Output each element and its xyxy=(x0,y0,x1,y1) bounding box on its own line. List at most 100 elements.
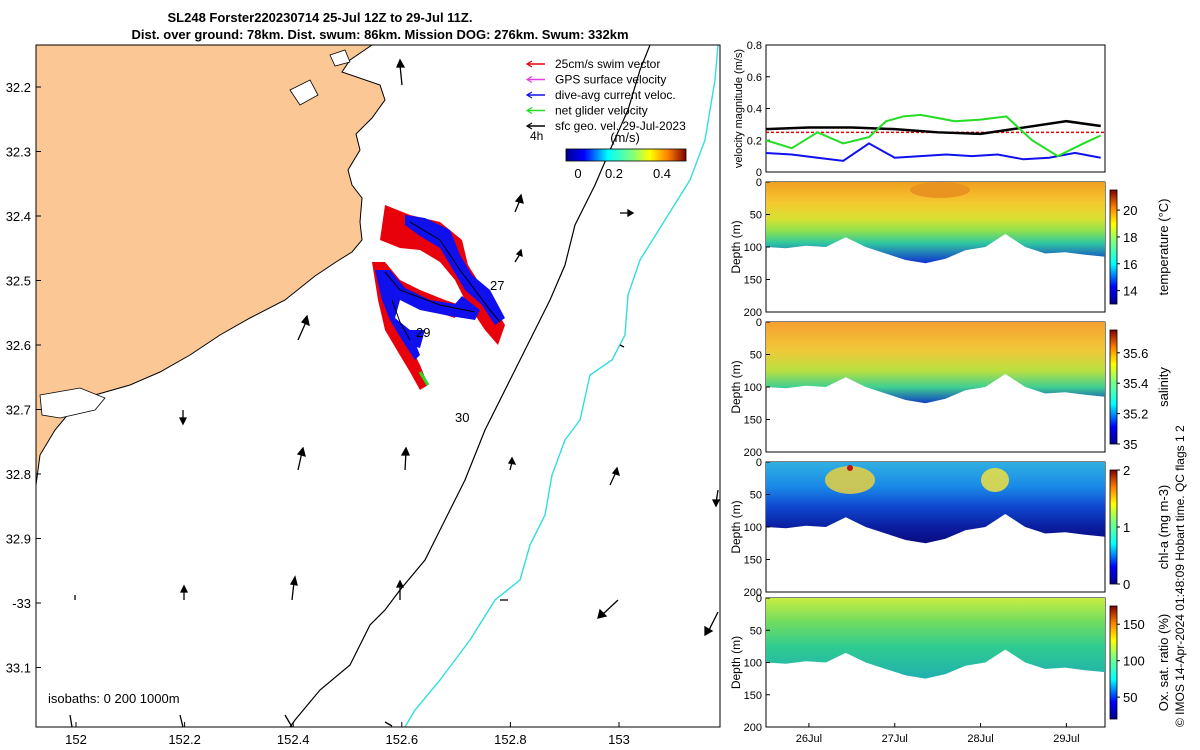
salinity-cbtick-label-2: 35.4 xyxy=(1123,376,1148,391)
chla-ytick-label-1: 50 xyxy=(750,490,762,502)
map-axis-ticks: 152 152.2 152.4 152.6 152.8 153 32.2 32.3 32.4 32… xyxy=(6,80,630,747)
chla-ytick-label-0: 0 xyxy=(756,457,762,469)
chla-cblabel: chl-a (mg m-3) xyxy=(1156,485,1171,570)
oxygen-ytick-label-4: 200 xyxy=(744,722,762,734)
temperature-ytick-label-1: 50 xyxy=(750,210,762,222)
chla-ytick-label-3: 150 xyxy=(744,555,762,567)
salinity-ytick-label-3: 150 xyxy=(744,415,762,427)
date-axis: 26Jul 27Jul 28Jul 29Jul xyxy=(796,723,1080,745)
chla-cbtick-label-2: 2 xyxy=(1123,463,1130,478)
salinity-cbtick-label-1: 35.2 xyxy=(1123,407,1148,422)
side-caption: © IMOS 14-Apr-2024 01:48:09 Hobart time.… xyxy=(1173,425,1187,727)
chla-cbtick-label-1: 1 xyxy=(1123,520,1130,535)
legend-label-4: sfc geo. vel. 29-Jul-2023 xyxy=(555,119,686,133)
title-line-1: SL248 Forster220230714 25-Jul 12Z to 29-… xyxy=(168,10,473,25)
temperature-ytick-label-2: 100 xyxy=(744,242,762,254)
velocity-ytick-label-2: 0.4 xyxy=(747,104,762,116)
lat-tick-label-3: 32.5 xyxy=(6,274,31,289)
chla-ytick-label-4: 200 xyxy=(744,587,762,599)
oxygen-ytick-label-0: 0 xyxy=(756,593,762,605)
velocity-ytick-label-4: 0.8 xyxy=(747,40,762,52)
temperature-ytick-label-3: 150 xyxy=(744,275,762,287)
salinity-cbtick-label-3: 35.6 xyxy=(1123,346,1148,361)
temperature-ytick-label-4: 200 xyxy=(744,307,762,319)
salinity-profile-field xyxy=(766,322,1105,404)
speed-colorbar-tick-1: 0.2 xyxy=(605,166,623,181)
oxygen-cbtick-label-1: 100 xyxy=(1123,654,1145,669)
legend-arrowhead-1 xyxy=(525,75,533,84)
legend-arrowhead-0 xyxy=(525,60,533,68)
chla-panel: 0 50 100 150 200 Depth (m) 0 1 2 chl-a (mg m-3) xyxy=(729,457,1171,599)
salinity-cbtick-label-0: 35 xyxy=(1123,437,1137,452)
date-tick-label-2: 28Jul xyxy=(967,733,993,745)
lon-tick-label-5: 153 xyxy=(608,732,630,747)
legend-4h: 4h xyxy=(530,129,543,143)
legend-label-1: GPS surface velocity xyxy=(555,73,666,87)
chla-colorbar xyxy=(1109,469,1118,585)
lon-tick-label-0: 152 xyxy=(65,732,87,747)
chla-ytick-label-2: 100 xyxy=(744,522,762,534)
lat-tick-label-5: 32.7 xyxy=(6,403,31,418)
colorbar-unit: (m/s) xyxy=(610,130,640,145)
salinity-ytick-label-0: 0 xyxy=(756,317,762,329)
lon-tick-label-1: 152.2 xyxy=(168,732,201,747)
sfc-geo-vel-arrows xyxy=(69,58,720,727)
title-line-2: Dist. over ground: 78km. Dist. swum: 86k… xyxy=(131,27,628,42)
temperature-ylabel: Depth (m) xyxy=(729,220,743,273)
speed-colorbar-tick-2: 0.4 xyxy=(653,166,671,181)
velocity-ytick-label-3: 0.6 xyxy=(747,72,762,84)
map-legend: 25cm/s swim vector GPS surface velocitydi… xyxy=(525,57,686,133)
legend-label-3: net glider velocity xyxy=(555,104,648,118)
isobaths-label: isobaths: 0 200 1000m xyxy=(48,691,180,706)
salinity-ytick-label-1: 50 xyxy=(750,350,762,362)
legend-label-2: dive-avg current veloc. xyxy=(555,88,676,102)
salinity-ylabel: Depth (m) xyxy=(729,360,743,413)
lat-tick-label-1: 32.3 xyxy=(6,145,31,160)
velocity-series-2 xyxy=(765,113,1102,158)
lat-tick-label-8: -33 xyxy=(12,596,31,611)
velocity-ytick-label-1: 0.2 xyxy=(747,135,762,147)
estuary-lakes xyxy=(39,49,351,419)
oxygen-panel: 0 50 100 150 200 Depth (m) 50 100 150 Ox. sat. ra… xyxy=(729,593,1171,734)
lat-tick-label-9: 33.1 xyxy=(6,661,31,676)
oxygen-ytick-label-2: 100 xyxy=(744,658,762,670)
lat-tick-label-4: 32.6 xyxy=(6,338,31,353)
oxygen-ylabel: Depth (m) xyxy=(729,636,743,689)
legend-label-0: 25cm/s swim vector xyxy=(555,57,660,71)
chla-cbtick-label-0: 0 xyxy=(1123,577,1130,592)
temperature-warm-patch xyxy=(910,182,970,198)
date-tick-label-1: 27Jul xyxy=(882,733,908,745)
temperature-ytick-label-0: 0 xyxy=(756,177,762,189)
temperature-cbtick-label-1: 16 xyxy=(1123,257,1137,272)
day-label-30: 30 xyxy=(455,410,469,425)
temperature-cblabel: temperature (°C) xyxy=(1156,199,1171,296)
salinity-ytick-label-4: 200 xyxy=(744,447,762,459)
temperature-profile-field xyxy=(766,182,1105,264)
speed-colorbar-ticks: 0 0.2 0.4 xyxy=(574,166,671,181)
oxygen-profile-field xyxy=(766,598,1105,679)
lat-tick-label-6: 32.8 xyxy=(6,467,31,482)
temperature-panel: 0 50 100 150 200 Depth (m) 14 16 18 20 temperature… xyxy=(729,177,1171,319)
speed-colorbar-tick-0: 0 xyxy=(574,166,581,181)
velocity-ylabel: velocity magnitude (m/s) xyxy=(733,49,745,168)
glider-track xyxy=(372,205,505,390)
date-tick-label-3: 29Jul xyxy=(1053,733,1079,745)
salinity-ytick-label-2: 100 xyxy=(744,382,762,394)
temperature-colorbar xyxy=(1109,189,1118,305)
legend-arrowhead-2 xyxy=(525,91,533,99)
day-label-27: 27 xyxy=(490,278,504,293)
chla-high-point xyxy=(847,465,853,471)
chla-ylabel: Depth (m) xyxy=(729,500,743,553)
velocity-ytick-label-0: 0 xyxy=(756,167,762,179)
velocity-series-0 xyxy=(765,119,1101,136)
lon-tick-label-4: 152.8 xyxy=(494,732,527,747)
lat-tick-label-2: 32.4 xyxy=(6,209,31,224)
oxygen-colorbar xyxy=(1109,605,1118,720)
temperature-cbtick-label-2: 18 xyxy=(1123,230,1137,245)
isobath-1000 xyxy=(404,45,719,727)
oxygen-ytick-label-3: 150 xyxy=(744,690,762,702)
speed-colorbar xyxy=(565,148,687,162)
lat-tick-label-7: 32.9 xyxy=(6,532,31,547)
lon-tick-label-2: 152.4 xyxy=(277,732,310,747)
